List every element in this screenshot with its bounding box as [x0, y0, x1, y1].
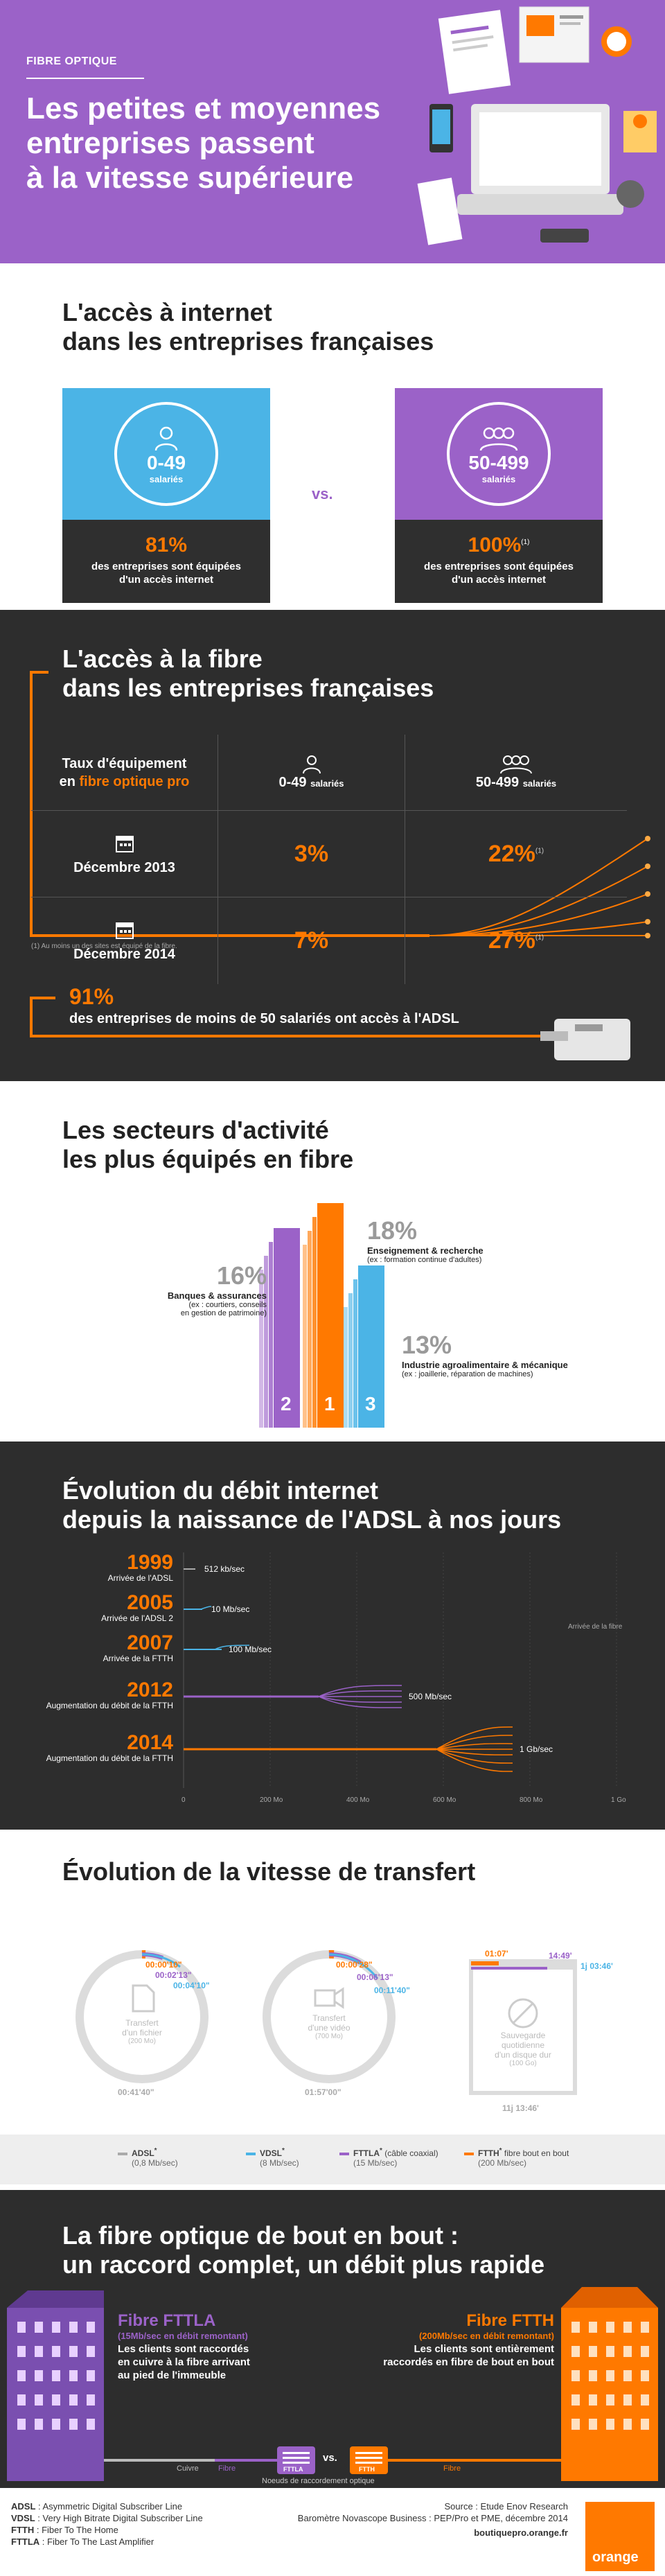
- debit-lines-chart: [183, 1552, 617, 1788]
- sector-bar-banques-strand: [259, 1270, 263, 1428]
- ftth-block: Fibre FTTH (200Mb/sec en débit remontant…: [383, 2311, 554, 2368]
- versus-label: vs.: [323, 2452, 337, 2464]
- employees-badge: 0-49 salariés: [114, 402, 218, 506]
- sources: Source : Etude Enov Research Baromètre N…: [291, 2500, 568, 2539]
- card-medium-business: 50-499 salariés 100%(1) des entreprises …: [395, 388, 603, 603]
- debit-title: Évolution du débit internet depuis la na…: [62, 1476, 562, 1534]
- fibre-label-left: Fibre: [218, 2464, 236, 2473]
- table-header-row: Taux d'équipement en fibre optique pro 0…: [31, 735, 627, 811]
- footer: ADSL : Asymmetric Digital Subscriber Lin…: [0, 2488, 665, 2576]
- person-icon: [154, 426, 178, 450]
- sector-rank-1: 1: [324, 1393, 335, 1414]
- person-icon: [302, 755, 321, 774]
- versus-label: vs.: [312, 485, 333, 502]
- employees-badge: 50-499 salariés: [447, 402, 551, 506]
- table-row: Décembre 2013 3% 22%(1): [31, 811, 627, 897]
- sector-bar-industrie-strand: [353, 1279, 357, 1428]
- header-banner: FIBRE OPTIQUE Les petites et moyennes en…: [0, 0, 665, 263]
- legend-adsl: ADSL* (0,8 Mb/sec): [118, 2147, 178, 2168]
- fibre-cable-lines: [30, 671, 650, 1060]
- orange-logo: orange: [585, 2502, 655, 2571]
- legend-vdsl: VDSL* (8 Mb/sec): [246, 2147, 299, 2168]
- group-icon: [500, 755, 532, 774]
- fibre-title: L'accès à la fibre dans les entreprises …: [62, 645, 434, 702]
- fibre-footnote: (1) Au moins un des sites est équipé de …: [31, 943, 177, 950]
- debit-row-2012: 2012: [127, 1679, 173, 1701]
- sector-bar-industrie: [358, 1265, 384, 1428]
- sector-bar-industrie-strand: [344, 1307, 348, 1428]
- fibre-label-right: Fibre: [443, 2464, 461, 2473]
- internet-pct-small: 81%: [145, 534, 188, 557]
- tag-underline: [26, 78, 144, 79]
- glossary: ADSL : Asymmetric Digital Subscriber Lin…: [11, 2501, 203, 2547]
- nodes-caption: Noeuds de raccordement optique: [262, 2477, 375, 2485]
- legend-ftth: FTTH* fibre bout en bout (200 Mb/sec): [464, 2147, 569, 2168]
- network-illustration: [7, 2287, 658, 2481]
- transfer-video-label: Transfert d'une vidéo (700 Mo): [308, 2013, 351, 2040]
- debit-row-2007: 2007: [127, 1631, 173, 1654]
- website-link[interactable]: boutiquepro.orange.fr: [474, 2527, 568, 2538]
- end-to-end-title: La fibre optique de bout en bout : un ra…: [62, 2221, 545, 2279]
- sector-bar-enseignement-strand: [312, 1217, 317, 1428]
- sector-bar-enseignement-strand: [303, 1245, 307, 1428]
- debit-evolution-section: Évolution du débit internet depuis la na…: [0, 1442, 665, 1830]
- category-tag: FIBRE OPTIQUE: [26, 55, 117, 67]
- card-small-business: 0-49 salariés 81% des entreprises sont é…: [62, 388, 270, 603]
- fibre-access-section: L'accès à la fibre dans les entreprises …: [0, 610, 665, 1081]
- debit-row-1999: 1999: [127, 1551, 173, 1574]
- table-header-label: Taux d'équipement en fibre optique pro: [59, 755, 190, 789]
- internet-pct-medium: 100%(1): [468, 534, 530, 557]
- sector-bar-banques-strand: [264, 1256, 268, 1428]
- copper-label: Cuivre: [177, 2464, 199, 2473]
- technology-legend: ADSL* (0,8 Mb/sec) VDSL* (8 Mb/sec) FTTL…: [0, 2135, 665, 2184]
- group-icon: [479, 427, 518, 451]
- legend-fttla: FTTLA* (câble coaxial) (15 Mb/sec): [339, 2147, 438, 2168]
- sector-bar-banques: [274, 1228, 300, 1428]
- sector-label-banques: 16% Banques & assurances (ex : courtiers…: [167, 1261, 267, 1317]
- fibre-equipment-table: Taux d'équipement en fibre optique pro 0…: [31, 735, 627, 984]
- transfer-backup-label: Sauvegarde quotidienne d'un disque dur (…: [495, 2031, 551, 2067]
- fttla-block: Fibre FTTLA (15Mb/sec en débit remontant…: [118, 2311, 250, 2381]
- fibre-arrival-label: Arrivée de la fibre: [568, 1623, 623, 1631]
- transfer-diagrams: [76, 1949, 577, 2095]
- internet-access-section: L'accès à internet dans les entreprises …: [0, 263, 665, 610]
- sector-label-industrie: 13% Industrie agroalimentaire & mécaniqu…: [402, 1331, 568, 1378]
- desk-illustration: [417, 6, 657, 245]
- sector-bar-industrie-strand: [348, 1293, 353, 1428]
- debit-row-2005: 2005: [127, 1591, 173, 1614]
- sector-bar-banques-strand: [269, 1242, 273, 1428]
- sector-bar-enseignement: [317, 1203, 344, 1428]
- calendar-icon: [115, 922, 134, 939]
- sectors-title: Les secteurs d'activité les plus équipés…: [62, 1116, 354, 1173]
- sector-rank-3: 3: [365, 1393, 376, 1414]
- access-title: L'accès à internet dans les entreprises …: [62, 298, 434, 356]
- sector-bars-chart: [259, 1203, 384, 1428]
- calendar-icon: [115, 835, 134, 852]
- page-title: Les petites et moyennes entreprises pass…: [26, 91, 381, 195]
- transfer-speed-section: Évolution de la vitesse de transfert 00:…: [0, 1830, 665, 2190]
- end-to-end-section: La fibre optique de bout en bout : un ra…: [0, 2190, 665, 2488]
- sectors-section: Les secteurs d'activité les plus équipés…: [0, 1081, 665, 1442]
- sector-label-enseignement: 18% Enseignement & recherche (ex : forma…: [367, 1216, 484, 1264]
- transfer-file-label: Transfert d'un fichier (200 Mo): [122, 2018, 162, 2045]
- table-row: Décembre 2014 7% 27%(1): [31, 897, 627, 984]
- sector-rank-2: 2: [281, 1393, 292, 1414]
- transfer-title: Évolution de la vitesse de transfert: [62, 1857, 476, 1886]
- sector-bar-enseignement-strand: [308, 1231, 312, 1428]
- debit-row-2014: 2014: [127, 1731, 173, 1754]
- adsl-stat: 91% des entreprises de moins de 50 salar…: [69, 984, 459, 1026]
